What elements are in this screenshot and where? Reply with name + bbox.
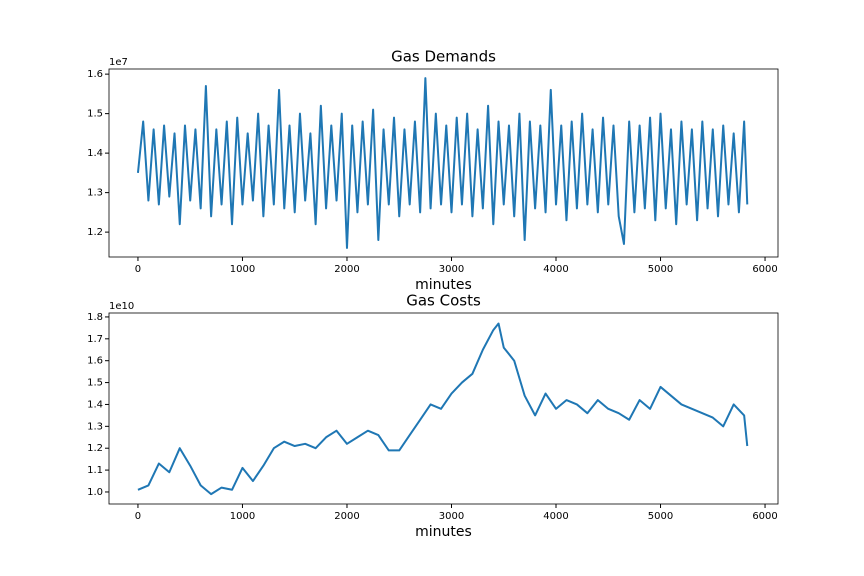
axes-frame bbox=[108, 68, 779, 258]
data-line bbox=[136, 77, 749, 249]
y-tick-label: 1.2 bbox=[87, 227, 103, 238]
y-tick-label: 1.3 bbox=[87, 188, 103, 199]
chart-title: Gas Demands bbox=[391, 48, 496, 66]
x-tick-label: 5000 bbox=[648, 264, 673, 275]
x-tick-label: 4000 bbox=[543, 264, 568, 275]
y-tick-label: 1.4 bbox=[87, 148, 103, 159]
y-tick-label: 1.5 bbox=[87, 378, 103, 389]
x-tick-label: 1000 bbox=[230, 511, 255, 522]
x-tick-label: 1000 bbox=[230, 264, 255, 275]
x-tick-label: 0 bbox=[135, 511, 141, 522]
x-tick-label: 0 bbox=[135, 264, 141, 275]
x-tick-label: 6000 bbox=[752, 511, 777, 522]
x-axis-label: minutes bbox=[415, 524, 472, 540]
chart-title: Gas Costs bbox=[406, 292, 481, 310]
y-tick-label: 1.7 bbox=[87, 334, 103, 345]
x-tick-label: 3000 bbox=[439, 264, 464, 275]
x-axis-label: minutes bbox=[415, 277, 472, 293]
y-tick-label: 1.4 bbox=[87, 399, 103, 410]
data-line bbox=[137, 322, 749, 496]
y-tick-label: 1.2 bbox=[87, 443, 103, 454]
y-tick-label: 1.5 bbox=[87, 109, 103, 120]
x-tick-label: 2000 bbox=[334, 264, 359, 275]
y-tick-label: 1.6 bbox=[87, 356, 103, 367]
x-tick-label: 2000 bbox=[334, 511, 359, 522]
axes-frame bbox=[108, 312, 779, 505]
offset-label: 1e10 bbox=[109, 301, 134, 312]
y-tick-label: 1.0 bbox=[87, 487, 103, 498]
y-tick-label: 1.1 bbox=[87, 465, 103, 476]
x-tick-label: 5000 bbox=[648, 511, 673, 522]
y-tick-label: 1.8 bbox=[87, 312, 103, 323]
x-tick-label: 3000 bbox=[439, 511, 464, 522]
x-tick-label: 6000 bbox=[752, 264, 777, 275]
offset-label: 1e7 bbox=[109, 57, 128, 68]
y-tick-label: 1.6 bbox=[87, 69, 103, 80]
x-tick-label: 4000 bbox=[543, 511, 568, 522]
y-tick-label: 1.3 bbox=[87, 421, 103, 432]
